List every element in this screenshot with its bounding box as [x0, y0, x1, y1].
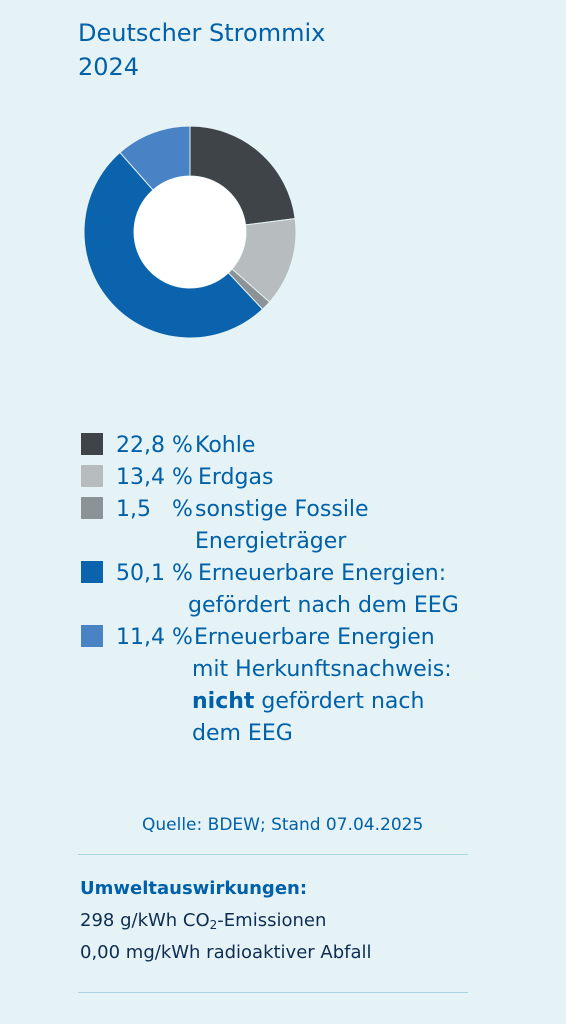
legend-label-herkunft-1: Erneuerbare Energien	[194, 625, 435, 650]
co2-suffix: -Emissionen	[217, 910, 327, 931]
legend-item-sonstige: 1,5 % sonstige Fossile Energieträger	[80, 494, 459, 558]
legend-label-herkunft-3: nicht gefördert nach	[80, 686, 459, 718]
co2-prefix: 298 g/kWh CO	[80, 910, 210, 931]
legend-label-sonstige-2: Energieträger	[195, 529, 347, 554]
co2-emissions: 298 g/kWh CO2-Emissionen	[80, 905, 372, 937]
divider-bottom	[78, 992, 468, 993]
legend-swatch-herkunft	[81, 625, 103, 647]
source-note: Quelle: BDEW; Stand 07.04.2025	[142, 815, 424, 835]
legend-label-sonstige-1: sonstige Fossile	[195, 497, 369, 522]
radioactive-waste: 0,00 mg/kWh radioaktiver Abfall	[80, 942, 372, 963]
environment-section: Umweltauswirkungen: 298 g/kWh CO2-Emissi…	[80, 873, 372, 969]
chart-title: Deutscher Strommix 2024	[78, 16, 325, 84]
legend-swatch-sonstige	[81, 497, 103, 519]
legend-label-herkunft-2: mit Herkunftsnachweis:	[192, 657, 452, 682]
divider-top	[78, 854, 468, 855]
co2-subscript: 2	[209, 918, 218, 932]
legend-pct-kohle: 22,8 %	[116, 433, 193, 458]
legend-label-kohle: Kohle	[195, 433, 256, 458]
legend-swatch-eeg	[81, 561, 103, 583]
title-line-2: 2024	[78, 53, 140, 81]
legend-emphasis-nicht: nicht	[192, 689, 255, 714]
legend-label-erdgas: Erdgas	[198, 465, 274, 490]
legend-item-erdgas: 13,4 % Erdgas	[80, 462, 459, 494]
legend-pct-erdgas: 13,4 %	[116, 465, 193, 490]
donut-chart	[83, 125, 297, 339]
legend-swatch-erdgas	[81, 465, 103, 487]
legend-label-eeg-2: gefördert nach dem EEG	[188, 593, 459, 618]
title-line-1: Deutscher Strommix	[78, 19, 326, 47]
legend-pct-herkunft: 11,4 %	[116, 625, 193, 650]
legend-pct-eeg: 50,1 %	[116, 561, 193, 586]
legend-label-eeg-1: Erneuerbare Energien:	[198, 561, 447, 586]
legend-label-herkunft-4: dem EEG	[192, 721, 293, 746]
legend-pct-sonstige: 1,5 %	[116, 497, 193, 522]
donut-hole	[134, 176, 246, 288]
legend-item-herkunft: 11,4 % Erneuerbare Energien mit Herkunft…	[80, 622, 459, 750]
legend-label-herkunft-3-rest: gefördert nach	[254, 689, 425, 714]
legend-swatch-kohle	[81, 433, 103, 455]
environment-heading: Umweltauswirkungen:	[80, 878, 308, 899]
legend-item-kohle: 22,8 % Kohle	[80, 430, 459, 462]
legend: 22,8 % Kohle 13,4 % Erdgas 1,5 % sonstig…	[80, 430, 459, 750]
legend-item-eeg: 50,1 % Erneuerbare Energien: gefördert n…	[80, 558, 459, 622]
